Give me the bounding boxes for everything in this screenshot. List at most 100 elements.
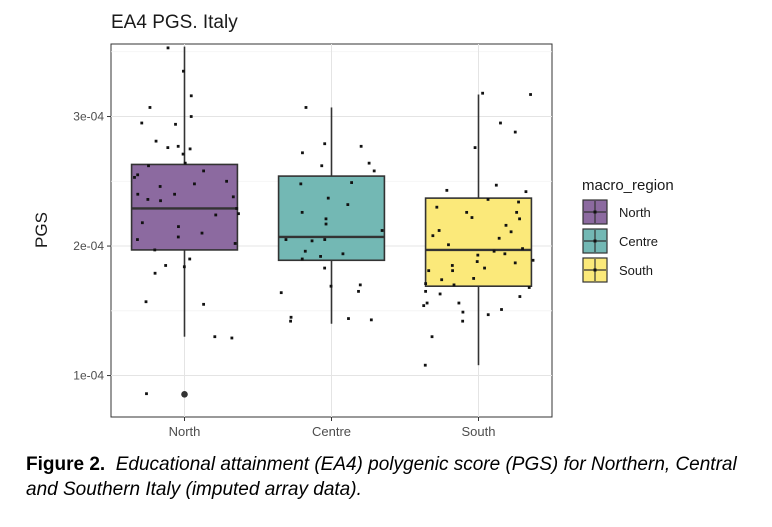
jitter-point — [319, 255, 322, 258]
jitter-point — [503, 252, 507, 256]
jitter-point — [153, 271, 157, 275]
jitter-point — [188, 257, 192, 261]
jitter-point — [517, 200, 520, 204]
jitter-point — [359, 144, 363, 148]
jitter-point — [476, 253, 480, 257]
jitter-point — [499, 121, 502, 125]
jitter-point — [357, 289, 360, 293]
jitter-point — [329, 284, 333, 288]
jitter-point — [133, 175, 136, 179]
jitter-point — [164, 264, 168, 267]
jitter-point — [323, 238, 327, 241]
jitter-point — [492, 249, 496, 253]
jitter-point — [303, 249, 307, 253]
jitter-point — [237, 212, 240, 216]
jitter-point — [189, 94, 193, 98]
jitter-point — [324, 217, 328, 221]
jitter-point — [461, 319, 465, 323]
x-tick-label: North — [169, 424, 201, 439]
jitter-point — [202, 302, 206, 306]
jitter-point — [299, 182, 303, 186]
jitter-point — [509, 230, 513, 234]
jitter-point — [324, 222, 328, 226]
jitter-point — [427, 269, 431, 273]
jitter-point — [450, 264, 454, 267]
jitter-point — [350, 181, 354, 184]
y-tick-label: 3e-04 — [73, 110, 104, 124]
data-points — [133, 46, 535, 396]
jitter-point — [174, 122, 177, 126]
jitter-point — [518, 217, 521, 221]
jitter-point — [527, 286, 531, 289]
jitter-point — [380, 229, 384, 232]
jitter-point — [231, 195, 235, 199]
jitter-point — [347, 317, 350, 320]
jitter-point — [515, 210, 519, 214]
box-north — [130, 163, 239, 251]
jitter-point — [367, 161, 371, 165]
jitter-point — [425, 301, 429, 305]
jitter-point — [483, 266, 486, 270]
jitter-point — [465, 210, 469, 214]
jitter-point — [176, 144, 180, 148]
jitter-point — [470, 216, 474, 219]
jitter-point — [173, 192, 176, 196]
jitter-point — [445, 188, 449, 192]
jitter-point — [147, 164, 150, 168]
jitter-point — [177, 225, 180, 229]
jitter-point — [166, 46, 170, 50]
jitter-point — [497, 236, 501, 240]
jitter-point — [193, 182, 196, 186]
jitter-point — [504, 223, 508, 227]
jitter-point — [431, 234, 435, 238]
jitter-point — [158, 185, 162, 188]
jitter-point — [148, 106, 152, 109]
jitter-point — [136, 173, 140, 177]
jitter-point — [310, 239, 314, 243]
jitter-point — [451, 269, 454, 273]
jitter-point — [140, 221, 144, 225]
legend-label: North — [619, 205, 651, 220]
jitter-point — [181, 152, 185, 156]
jitter-point — [145, 392, 148, 396]
jitter-point — [440, 278, 444, 282]
jitter-point — [279, 291, 283, 295]
jitter-point — [300, 257, 304, 261]
jitter-point — [320, 164, 324, 168]
jitter-point — [473, 146, 477, 150]
jitter-point — [289, 315, 293, 319]
jitter-point — [475, 260, 479, 263]
jitter-point — [452, 283, 456, 287]
x-tick-label: Centre — [312, 424, 351, 439]
jitter-point — [304, 106, 308, 109]
jitter-point — [225, 179, 229, 183]
jitter-point — [472, 277, 476, 280]
jitter-point — [183, 161, 187, 165]
jitter-point — [341, 252, 345, 256]
jitter-point — [529, 93, 532, 96]
jitter-point — [486, 313, 490, 317]
jitter-point — [144, 300, 148, 304]
chart: EA4 PGS. Italy 1e-04 2e-04 3e-04 North Centr… — [32, 12, 674, 439]
legend-label: South — [619, 263, 653, 278]
jitter-point — [531, 258, 535, 262]
jitter-point — [481, 91, 485, 95]
jitter-point — [182, 69, 185, 73]
jitter-point — [372, 169, 376, 173]
legend-label: Centre — [619, 234, 658, 249]
jitter-point — [461, 310, 465, 314]
outlier-point — [181, 391, 188, 398]
jitter-point — [176, 235, 180, 239]
jitter-point — [182, 265, 186, 269]
jitter-point — [153, 248, 157, 252]
jitter-point — [346, 203, 350, 206]
jitter-point — [136, 238, 139, 241]
caption-text: Educational attainment (EA4) polygenic s… — [26, 454, 737, 500]
jitter-point — [289, 319, 292, 323]
jitter-point — [358, 283, 362, 287]
jitter-point — [214, 213, 218, 217]
caption-label: Figure 2. — [26, 454, 106, 475]
jitter-point — [323, 142, 327, 146]
jitter-point — [513, 130, 517, 134]
jitter-point — [422, 304, 426, 308]
